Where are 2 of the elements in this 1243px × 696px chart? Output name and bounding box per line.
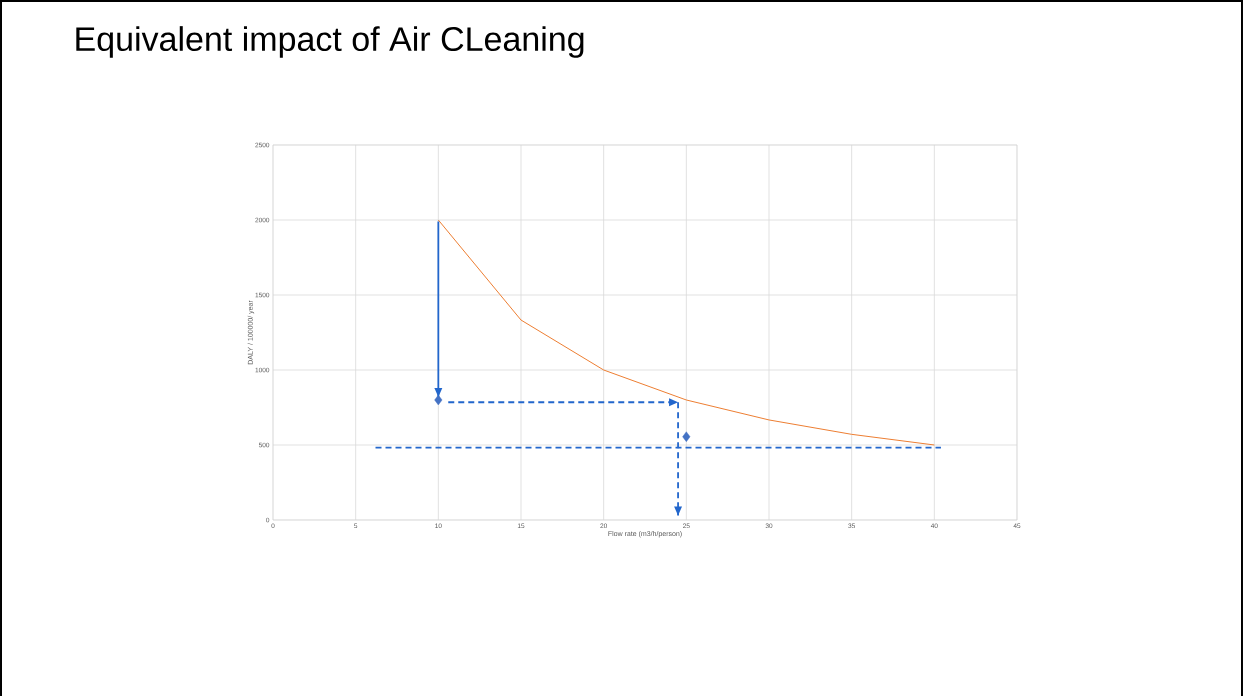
- line-series: [437, 219, 935, 446]
- chart-title: Equivalent impact of Air CLeaning: [76, 26, 584, 58]
